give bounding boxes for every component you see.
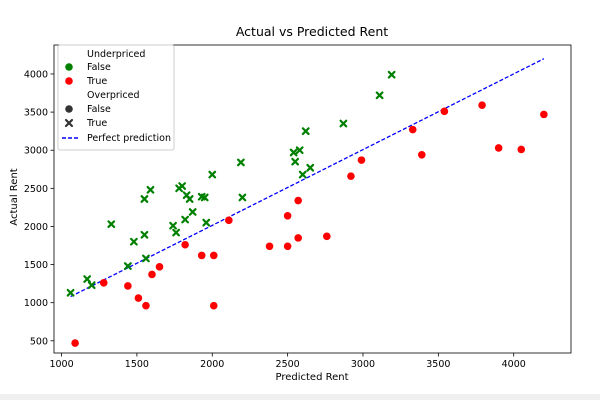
- legend-hue-false-label: False: [87, 62, 111, 73]
- data-point-x: [123, 262, 132, 270]
- data-point-x: [289, 148, 298, 157]
- x-tick-label: 3500: [426, 359, 450, 370]
- data-point-circle: [148, 270, 156, 279]
- data-point-x: [185, 195, 194, 203]
- legend-line-label: Perfect prediction: [87, 133, 171, 144]
- chart-title: Actual vs Predicted Rent: [236, 24, 388, 39]
- x-tick-label: 3000: [351, 359, 375, 370]
- data-point-x: [295, 146, 304, 155]
- data-point-x: [178, 182, 187, 190]
- data-point-circle: [347, 172, 355, 180]
- data-point-circle: [283, 242, 292, 251]
- perfect-prediction-line: [70, 58, 545, 298]
- legend-hue-true-label: True: [86, 76, 107, 87]
- x-tick-label: 2000: [200, 359, 224, 370]
- y-tick-label: 1500: [24, 260, 48, 271]
- data-point-circle: [197, 251, 206, 260]
- data-point-circle: [323, 232, 331, 241]
- data-point-x: [387, 70, 396, 79]
- data-point-circle: [283, 211, 292, 220]
- data-point-circle: [181, 240, 189, 249]
- data-point-circle: [265, 242, 274, 251]
- data-point-circle: [494, 144, 503, 152]
- plot-area: 1000 1500 2000 2500 3000 3500 4000 500 1000 1500 2…: [24, 44, 572, 370]
- data-point-circle: [209, 301, 218, 310]
- data-point-x: [202, 218, 211, 227]
- data-point-x: [66, 288, 75, 297]
- data-point-x: [298, 170, 307, 179]
- data-point-circle: [209, 251, 218, 260]
- x-tick-label: 4000: [502, 359, 526, 370]
- axes-frame: [53, 44, 572, 354]
- y-tick-label: 3500: [24, 108, 48, 119]
- data-point-circle: [155, 263, 164, 271]
- data-point-x: [200, 193, 209, 202]
- data-point-x: [140, 230, 149, 239]
- data-point-circle: [142, 301, 150, 310]
- data-point-circle: [99, 279, 108, 287]
- data-point-x: [375, 91, 384, 100]
- legend-marker-red: [65, 77, 73, 85]
- data-point-x: [142, 254, 150, 263]
- data-point-circle: [408, 125, 417, 134]
- y-axis-label: Actual Rent: [9, 168, 20, 225]
- x-tick-label: 1000: [49, 359, 73, 370]
- legend-style-title: Overpriced: [87, 90, 140, 101]
- y-tick-label: 2000: [24, 222, 48, 233]
- legend-style-false-label: False: [87, 104, 111, 115]
- data-point-x: [107, 220, 116, 229]
- legend-style-true-label: True: [86, 118, 107, 129]
- x-axis-label: Predicted Rent: [275, 372, 348, 383]
- data-point-x: [301, 127, 310, 136]
- data-point-circle: [440, 107, 449, 116]
- window-bottom-bar: [0, 394, 600, 400]
- data-point-x: [238, 193, 247, 202]
- x-tick-label: 2500: [276, 359, 300, 370]
- data-point-x: [146, 185, 155, 194]
- data-point-circle: [517, 145, 526, 154]
- legend-marker-circle: [65, 105, 73, 113]
- y-tick-label: 4000: [24, 69, 48, 80]
- data-point-x: [181, 215, 190, 224]
- legend-marker-x: [64, 118, 74, 128]
- data-point-circle: [357, 156, 366, 164]
- x-tick-label: 1500: [125, 359, 149, 370]
- y-tick-label: 500: [30, 336, 48, 347]
- data-point-circle: [478, 101, 486, 110]
- data-point-circle: [540, 110, 548, 119]
- legend: Underpriced False True Overpriced False …: [57, 44, 175, 151]
- data-point-x: [87, 281, 96, 290]
- data-point-circle: [134, 294, 143, 302]
- y-tick-label: 3000: [24, 146, 48, 157]
- data-point-x: [306, 163, 315, 172]
- data-point-x: [339, 119, 348, 128]
- data-point-x: [237, 158, 245, 167]
- data-point-x: [208, 170, 217, 179]
- data-point-circle: [124, 282, 132, 290]
- data-point-circle: [294, 196, 302, 205]
- data-point-x: [83, 275, 92, 283]
- legend-marker-green: [65, 63, 73, 71]
- data-point-x: [172, 228, 180, 237]
- data-point-x: [291, 157, 300, 166]
- data-point-circle: [71, 339, 79, 347]
- y-tick-label: 2500: [24, 184, 48, 195]
- data-point-circle: [417, 150, 426, 159]
- data-point-x: [140, 195, 149, 203]
- data-point-circle: [294, 234, 302, 242]
- data-point-x: [188, 208, 197, 216]
- data-point-circle: [225, 216, 233, 225]
- legend-box: [57, 44, 175, 151]
- data-point-x: [129, 237, 138, 246]
- data-point-x: [169, 221, 177, 230]
- legend-hue-title: Underpriced: [87, 49, 145, 60]
- y-tick-label: 1000: [24, 298, 48, 309]
